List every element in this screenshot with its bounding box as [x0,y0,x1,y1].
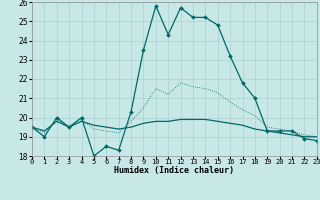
X-axis label: Humidex (Indice chaleur): Humidex (Indice chaleur) [115,166,234,175]
